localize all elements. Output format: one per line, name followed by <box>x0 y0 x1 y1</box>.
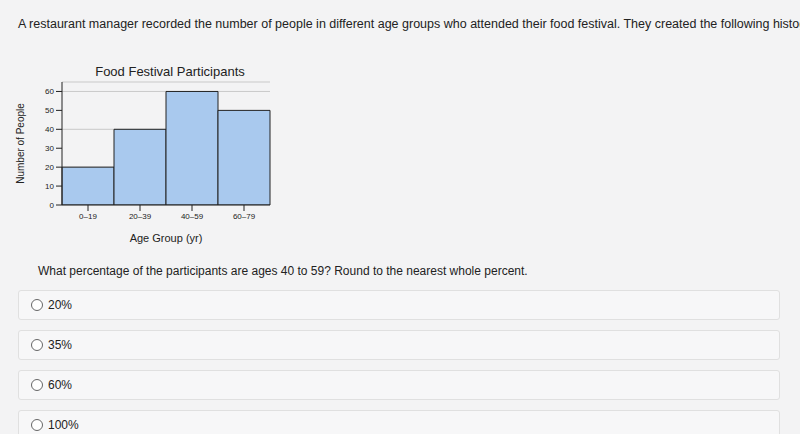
svg-text:0–19: 0–19 <box>79 212 97 221</box>
svg-text:10: 10 <box>45 182 54 191</box>
svg-text:0: 0 <box>50 201 55 210</box>
svg-text:30: 30 <box>45 144 54 153</box>
svg-text:20–39: 20–39 <box>129 212 152 221</box>
svg-text:40–59: 40–59 <box>181 212 204 221</box>
html-text:60%: 60% <box>48 378 72 392</box>
html-text:Food Festival Participants: Food Festival Participants <box>95 64 245 79</box>
svg-text:60: 60 <box>45 87 54 96</box>
svg-text:20: 20 <box>45 163 54 172</box>
svg-text:50: 50 <box>45 106 54 115</box>
svg-text:Age Group (yr): Age Group (yr) <box>130 232 203 244</box>
svg-text:60–79: 60–79 <box>233 212 256 221</box>
html-text:20%: 20% <box>48 298 72 312</box>
svg-text:40: 40 <box>45 125 54 134</box>
html-text:What percentage of the partici: What percentage of the participants are … <box>38 264 528 278</box>
html-text:35%: 35% <box>48 338 72 352</box>
svg-text:Number of People: Number of People <box>15 103 26 184</box>
html-text:100%: 100% <box>48 418 79 432</box>
